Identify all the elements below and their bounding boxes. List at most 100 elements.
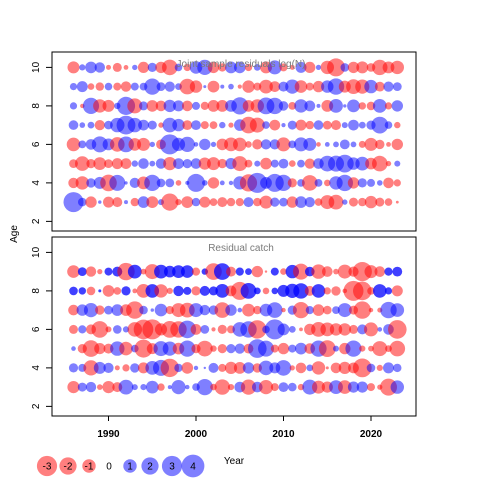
residual-bubble [269,119,281,131]
residual-bubble [389,340,406,357]
residual-bubble [76,81,88,93]
residual-bubble [127,117,142,133]
residual-bubble [393,179,401,187]
y-tick-label: 2 [31,403,42,409]
residual-bubble [130,363,140,373]
residual-bubble [372,155,388,172]
residual-bubble [394,160,401,167]
residual-bubble [384,102,393,110]
residual-bubble [185,384,190,390]
residual-bubble [260,157,272,170]
residual-bubble [275,360,292,376]
residual-bubble [349,324,358,334]
residual-bubble [214,263,231,280]
residual-bubble [146,196,159,209]
residual-bubble [66,137,81,152]
residual-bubble [390,380,404,394]
residual-bubble [333,345,339,352]
residual-bubble [322,266,333,277]
residual-bubble [211,327,216,332]
residual-bubble [258,360,274,376]
residual-bubble [286,196,298,208]
residual-bubble [113,287,122,295]
residual-bubble [372,341,388,357]
residual-bubble [262,121,270,129]
panel1-frame [51,51,417,232]
residual-bubble [325,366,329,370]
residual-bubble [102,381,115,394]
residual-bubble [318,340,336,357]
residual-bubble [227,384,235,391]
residual-bubble [343,104,347,108]
residual-bubble [156,82,166,91]
residual-bubble [131,384,138,391]
residual-bubble [146,100,159,112]
residual-bubble [86,159,96,169]
legend-label: -3 [43,462,52,473]
residual-bubble [258,380,274,395]
y-tick-label: 10 [31,61,42,73]
residual-bubble [260,139,272,150]
residual-bubble [329,99,343,113]
residual-bubble [372,99,387,113]
residual-bubble [306,364,314,372]
panel-residual-catch: Residual catch 2 4 6 8 10 [31,236,417,417]
residual-bubble [189,80,203,93]
residual-bubble [192,101,200,110]
residual-bubble [98,200,102,204]
residual-bubble [77,382,87,392]
residual-bubble [154,264,168,279]
residual-bubble [103,362,114,373]
residual-bubble [217,324,227,334]
residual-bubble [220,84,225,89]
residual-bubble [374,266,386,277]
residual-bubble [280,268,287,275]
residual-bubble [276,137,291,152]
residual-bubble [79,64,86,71]
residual-bubble [231,97,249,115]
residual-bubble [303,137,317,151]
residual-bubble [375,197,385,207]
residual-bubble [240,379,257,395]
legend-bubble [82,459,96,473]
residual-bubble [384,198,393,206]
residual-bubble [374,81,385,92]
residual-bubble [202,180,208,186]
residual-bubble [347,99,360,113]
residual-bubble [330,362,342,374]
residual-bubble [69,102,78,110]
residual-bubble [67,61,80,74]
residual-bubble [364,137,378,151]
residual-bubble [293,283,309,299]
residual-bubble [358,197,367,207]
residual-bubble [244,63,253,72]
residual-bubble [137,137,150,151]
residual-bubble [147,62,157,72]
residual-bubble [267,302,283,318]
residual-bubble [288,140,297,149]
residual-bubble [181,196,194,209]
y-tick-label: 6 [31,141,42,147]
residual-bubble [214,302,231,318]
residual-bubble [173,285,184,297]
residual-bubble [209,198,218,207]
residual-bubble [162,59,178,76]
residual-bubble [82,340,100,357]
residual-bubble [182,159,192,169]
residual-bubble [294,99,308,113]
residual-bubble [314,198,323,206]
residual-bubble [275,174,292,191]
residual-bubble [97,269,103,275]
x-tick-label: 2020 [360,429,383,440]
residual-bubble [69,83,78,91]
residual-bubble [103,196,114,208]
residual-bubble [67,265,80,278]
residual-bubble [226,266,236,277]
residual-bubble [118,379,134,395]
residual-bubble [269,81,281,92]
panel1-y-axis: 2 4 6 8 10 [31,61,52,224]
residual-bubble [94,120,105,131]
residual-bubble [189,303,203,318]
y-tick-label: 10 [31,246,42,258]
residual-bubble [77,267,87,276]
